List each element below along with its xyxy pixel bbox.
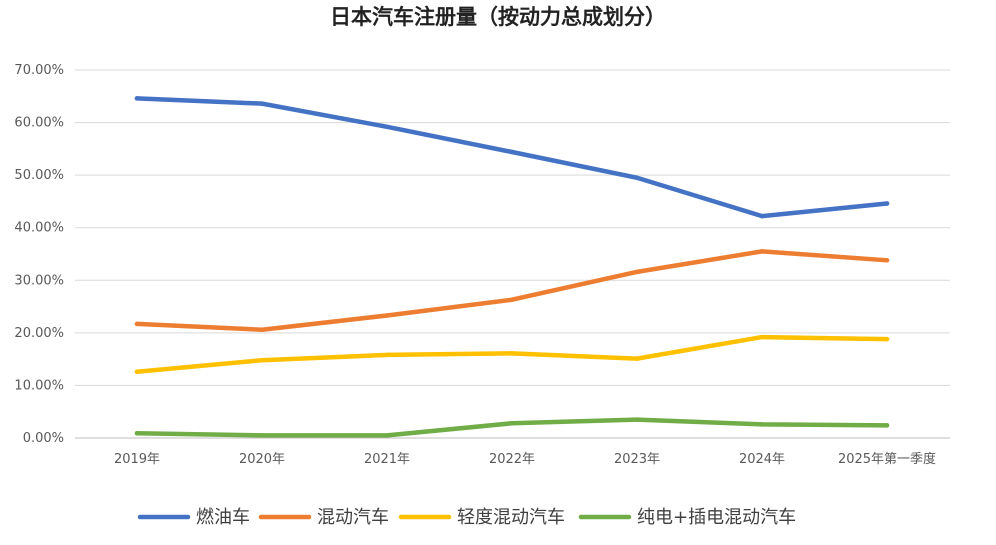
legend-label: 纯电+插电混动汽车: [637, 507, 796, 528]
y-tick-label: 20.00%: [14, 326, 64, 341]
data-point: [134, 369, 140, 375]
data-point: [884, 258, 890, 263]
data-point: [134, 431, 140, 436]
data-point: [259, 357, 265, 363]
data-point: [509, 351, 515, 356]
data-point: [759, 249, 765, 254]
legend-label: 混动汽车: [317, 507, 389, 528]
data-point: [384, 124, 390, 130]
y-tick-label: 50.00%: [14, 168, 64, 183]
data-point: [884, 336, 890, 342]
legend-label: 轻度混动汽车: [457, 507, 565, 528]
data-point: [259, 327, 265, 332]
chart-title: 日本汽车注册量（按动力总成划分）: [330, 5, 666, 29]
y-tick-label: 60.00%: [14, 116, 64, 131]
data-point: [384, 433, 390, 438]
data-point: [759, 422, 765, 427]
data-point: [634, 269, 640, 275]
x-axis-ticks: 2019年 2020年 2021年 2022年 2023年 2024年 2025年第一季度: [114, 451, 936, 467]
series-line-1: [134, 249, 890, 332]
y-tick-label: 0.00%: [23, 431, 64, 446]
data-point: [509, 149, 515, 155]
y-tick-label: 10.00%: [14, 378, 64, 393]
data-point: [759, 213, 765, 219]
series-lines: [134, 96, 890, 438]
data-point: [759, 334, 765, 340]
legend-label: 燃油车: [196, 507, 250, 528]
data-point: [384, 313, 390, 318]
x-tick-label: 2025年第一季度: [838, 451, 936, 467]
x-tick-label: 2020年: [239, 452, 285, 467]
data-point: [259, 433, 265, 438]
data-point: [884, 201, 890, 206]
data-point: [134, 321, 140, 327]
y-tick-label: 40.00%: [14, 221, 64, 236]
data-point: [134, 96, 140, 101]
x-tick-label: 2019年: [114, 452, 160, 467]
data-point: [634, 417, 640, 422]
x-tick-label: 2021年: [364, 452, 410, 467]
x-tick-label: 2024年: [739, 452, 785, 467]
data-point: [634, 175, 640, 181]
data-point: [259, 101, 265, 106]
y-tick-label: 30.00%: [14, 273, 64, 288]
y-axis-ticks: 0.00% 10.00% 20.00% 30.00% 40.00% 50.00% 60.00…: [14, 63, 64, 446]
data-point: [509, 297, 515, 302]
data-point: [884, 423, 890, 428]
y-tick-label: 70.00%: [14, 63, 64, 78]
x-tick-label: 2023年: [614, 452, 660, 467]
legend: 燃油车 混动汽车 轻度混动汽车 纯电+插电混动汽车: [137, 507, 796, 528]
data-point: [634, 356, 640, 361]
data-point: [509, 421, 515, 426]
series-line-0: [134, 96, 890, 219]
data-point: [384, 352, 390, 358]
gridlines: [75, 69, 950, 439]
x-tick-label: 2022年: [489, 452, 535, 467]
